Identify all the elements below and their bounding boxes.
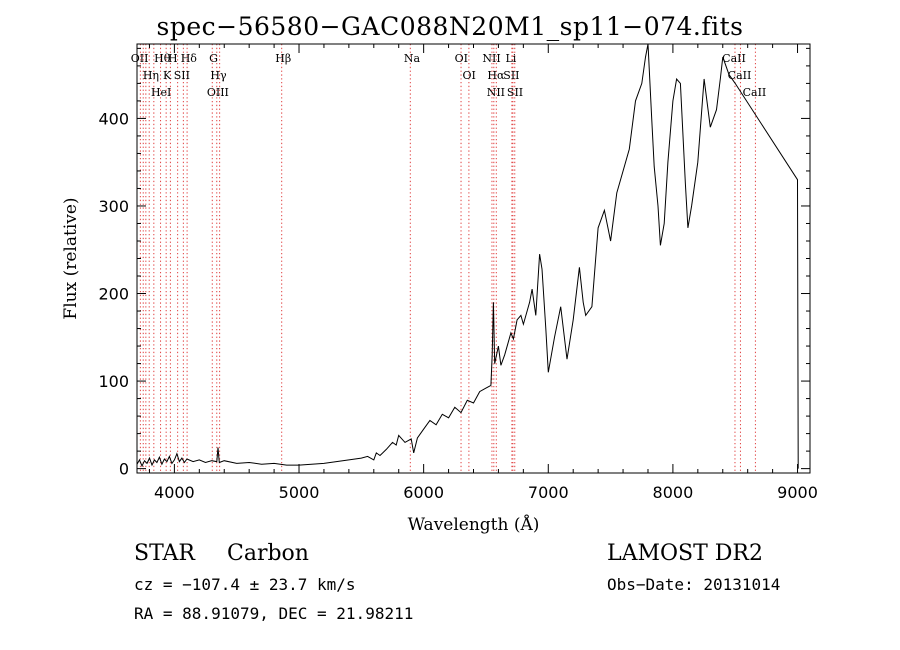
spectral-line-label: OI xyxy=(455,52,468,65)
y-tick-label: 100 xyxy=(98,372,129,391)
spectral-line-label: Hη xyxy=(143,69,159,82)
spectral-line-label: Hβ xyxy=(275,52,291,65)
spectral-line-label: CaII xyxy=(743,86,767,99)
y-tick-label: 300 xyxy=(98,197,129,216)
spectral-line-label: CaII xyxy=(728,69,752,82)
spectral-line-label: K xyxy=(163,69,172,82)
spectral-line-label: Hθ xyxy=(154,52,171,65)
spectral-line-label: H xyxy=(168,52,178,65)
x-axis-label: Wavelength (Å) xyxy=(408,514,540,535)
x-tick-label: 5000 xyxy=(279,483,320,502)
spectral-line-label: Hγ xyxy=(210,69,227,82)
spectral-line-label: OII xyxy=(131,52,149,65)
object-class: STAR xyxy=(134,541,195,566)
spectral-line-label: NII xyxy=(487,86,505,99)
x-tick-label: 9000 xyxy=(777,483,818,502)
y-tick-label: 0 xyxy=(119,460,129,479)
spectral-lines xyxy=(139,44,756,473)
spectral-line-label: Na xyxy=(404,52,421,65)
x-tick-label: 4000 xyxy=(154,483,195,502)
spectral-line-label: OIII xyxy=(207,86,229,99)
spectral-line-label: NII xyxy=(482,52,500,65)
x-tick-label: 7000 xyxy=(528,483,569,502)
plot-frame xyxy=(136,43,811,474)
spectral-line-label: SII xyxy=(174,69,190,82)
y-tick-label: 200 xyxy=(98,285,129,304)
observation-date: Obs−Date: 20131014 xyxy=(607,575,781,594)
y-axis: 0 100 200 300 400 xyxy=(98,47,810,479)
spectral-line-label: CaII xyxy=(722,52,746,65)
spectral-line-label: HeI xyxy=(151,86,171,99)
spectral-line-label: Li xyxy=(505,52,516,65)
coordinates-readout: RA = 88.91079, DEC = 21.98211 xyxy=(134,604,414,623)
x-tick-label: 8000 xyxy=(653,483,694,502)
spectrum-line xyxy=(137,44,799,469)
spectral-line-label: SII xyxy=(503,69,519,82)
survey-name: LAMOST DR2 xyxy=(607,541,763,566)
x-tick-label: 6000 xyxy=(403,483,444,502)
object-subclass: Carbon xyxy=(227,541,309,566)
spectral-line-labels: OII Hη Hθ HeI KH SII Hδ G Hγ OIII Hβ Na OI OI NII Hα NII… xyxy=(131,52,767,99)
page-title: spec−56580−GAC088N20M1_sp11−074.fits xyxy=(156,12,744,41)
spectral-line-label: Hα xyxy=(487,69,505,82)
spectral-line-label: OI xyxy=(462,69,475,82)
spectral-line-label: G xyxy=(209,52,218,65)
x-axis: 4000 5000 6000 7000 8000 9000 xyxy=(148,44,818,502)
spectral-line-label: SII xyxy=(507,86,523,99)
spectral-line-label: Hδ xyxy=(181,52,198,65)
redshift-readout: cz = −107.4 ± 23.7 km/s xyxy=(134,575,356,594)
y-axis-label: Flux (relative) xyxy=(61,197,81,319)
classification: STAR Carbon xyxy=(134,541,309,566)
y-tick-label: 400 xyxy=(98,109,129,128)
